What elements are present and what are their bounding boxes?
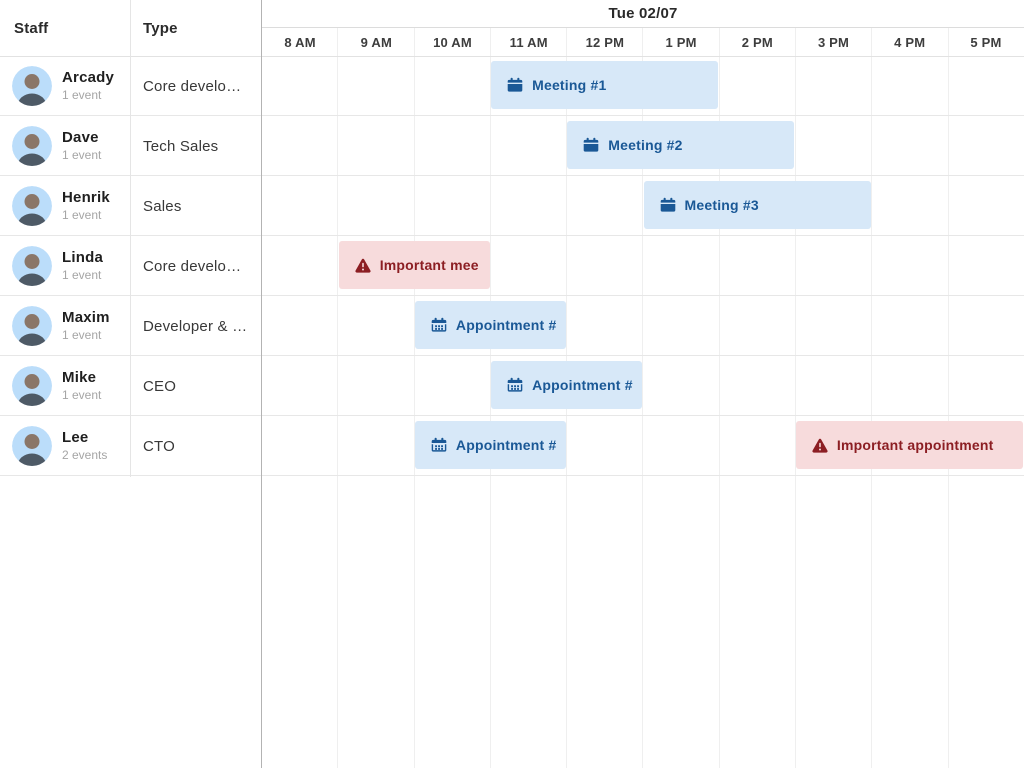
hour-label: 5 PM [970,34,1002,50]
warning-icon [812,438,828,453]
staff-cell[interactable]: Henrik 1 event [0,176,130,236]
staff-row: Lee 2 events CTO [0,416,1024,476]
staff-type: CTO [143,437,175,455]
calendar-days-icon [507,377,523,393]
calendar-solid-icon [507,77,523,93]
staff-row: Henrik 1 event Sales [0,176,1024,236]
date-header: Tue 02/07 [262,0,1024,28]
staff-type: Core develo… [143,77,242,95]
staff-cell[interactable]: Arcady 1 event [0,56,130,116]
hour-label: 9 AM [360,34,392,50]
hour-column[interactable] [262,28,339,768]
staff-event-count: 1 event [62,147,102,162]
event-important[interactable]: Important mee [338,241,490,289]
staff-cell[interactable]: Linda 1 event [0,236,130,296]
staff-name: Dave [62,129,99,147]
type-column-header: Type [143,19,178,37]
hour-column[interactable] [643,28,720,768]
hour-column[interactable] [796,28,873,768]
hour-column[interactable] [338,28,415,768]
staff-type-divider [130,0,131,477]
event-title: Important mee [379,257,479,273]
hour-label: 4 PM [894,34,926,50]
avatar [12,186,52,226]
event-title: Meeting #2 [608,137,683,153]
staff-type: Sales [143,197,182,215]
event-title: Appointment # [455,437,557,453]
hour-label: 1 PM [665,34,697,50]
event-appointment[interactable]: Appointment # [414,421,566,469]
avatar [12,366,52,406]
staff-column-header: Staff [14,19,49,37]
hour-column[interactable] [720,28,797,768]
calendar-days-icon [431,437,447,453]
event-meeting[interactable]: Meeting #3 [643,181,871,229]
avatar [12,246,52,286]
staff-event-count: 2 events [62,447,108,462]
avatar [12,426,52,466]
staff-row: Linda 1 event Core develo… [0,236,1024,296]
hours-header: 8 AM 9 AM 10 AM 11 AM 12 PM 1 PM 2 PM 3 … [262,28,1024,56]
event-title: Meeting #1 [532,77,607,93]
calendar-solid-icon [583,137,599,153]
hour-label: 8 AM [284,34,316,50]
staff-event-count: 1 event [62,327,102,342]
staff-type: Core develo… [143,257,242,275]
resource-header: Staff Type [0,0,262,56]
staff-event-count: 1 event [62,387,102,402]
event-appointment[interactable]: Appointment # [491,361,642,409]
hour-label: 3 PM [817,34,850,50]
hour-column[interactable] [872,28,949,768]
hour-label: 12 PM [585,34,625,50]
staff-name: Linda [62,249,103,267]
staff-row: Arcady 1 event Core develo… [0,56,1024,116]
avatar [12,306,52,346]
staff-type: CEO [143,377,177,395]
staff-row: Maxim 1 event Developer & … [0,296,1024,356]
staff-cell[interactable]: Dave 1 event [0,116,130,176]
staff-cell[interactable]: Maxim 1 event [0,296,130,356]
calendar-days-icon [431,317,447,333]
avatar [12,66,52,106]
event-important[interactable]: Important appointment [795,421,1023,469]
hour-label: 10 AM [433,34,472,50]
event-title: Important appointment [836,437,994,453]
header-divider [0,56,1024,57]
staff-cell[interactable]: Mike 1 event [0,356,130,416]
event-title: Appointment # [532,377,633,393]
staff-row: Dave 1 event Tech Sales [0,116,1024,176]
staff-name: Henrik [62,189,110,207]
resource-timeline-divider[interactable] [261,0,262,768]
staff-type: Developer & … [143,317,248,335]
event-meeting[interactable]: Meeting #1 [491,61,719,109]
calendar-solid-icon [660,197,676,213]
hour-column[interactable] [415,28,491,768]
warning-icon [355,258,371,273]
hour-label: 11 AM [509,34,548,50]
hour-column[interactable] [567,28,644,768]
staff-cell[interactable]: Lee 2 events [0,416,130,476]
event-meeting[interactable]: Meeting #2 [567,121,795,169]
event-title: Appointment # [455,317,557,333]
staff-event-count: 1 event [62,87,102,102]
staff-name: Lee [62,429,89,447]
staff-event-count: 1 event [62,207,102,222]
staff-name: Mike [62,369,97,387]
avatar [12,126,52,166]
hour-label: 2 PM [741,34,773,50]
staff-name: Arcady [62,69,115,87]
staff-event-count: 1 event [62,267,102,282]
event-appointment[interactable]: Appointment # [414,301,566,349]
staff-row: Mike 1 event CEO [0,356,1024,416]
staff-name: Maxim [62,309,110,327]
staff-type: Tech Sales [143,137,219,155]
event-title: Meeting #3 [684,197,759,213]
